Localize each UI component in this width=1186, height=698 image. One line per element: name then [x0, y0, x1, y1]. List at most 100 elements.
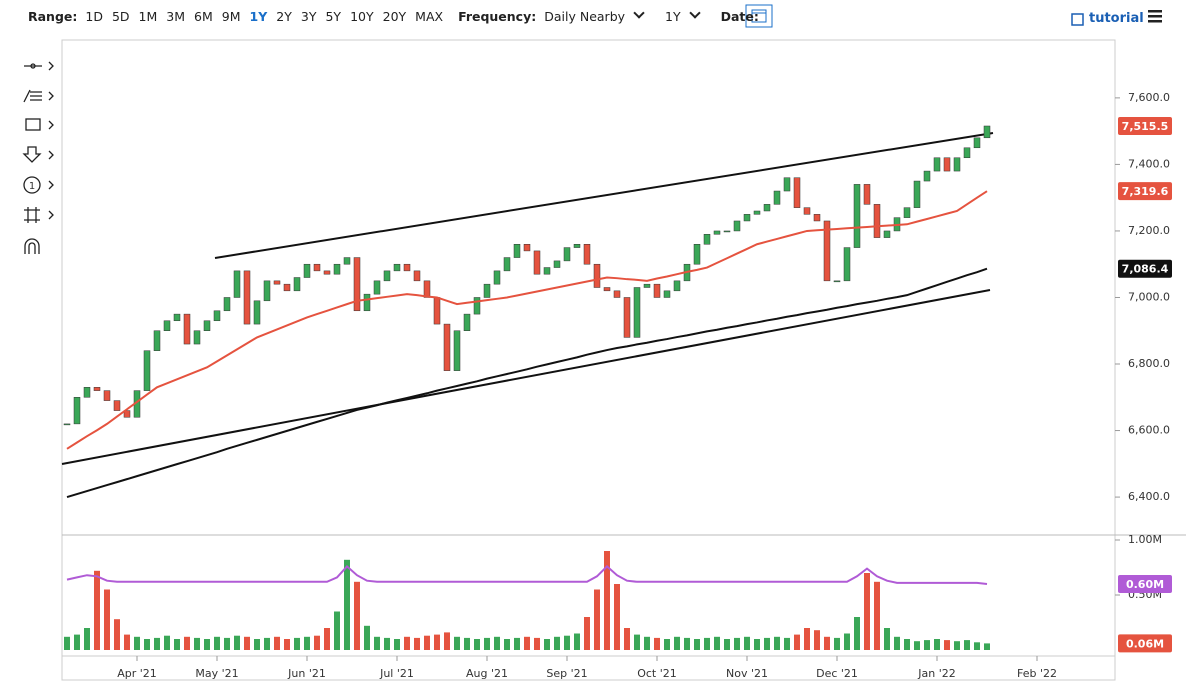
range-option[interactable]: 3M: [166, 8, 186, 24]
candle: [793, 177, 801, 208]
range-option[interactable]: 2Y: [276, 8, 292, 24]
volume-bar: [624, 628, 630, 650]
volume-bar: [224, 637, 230, 650]
calendar-icon[interactable]: [745, 4, 773, 28]
volume-bar: [794, 634, 800, 650]
range-option[interactable]: 9M: [221, 8, 241, 24]
candle: [513, 244, 521, 258]
tool-icon: 1: [29, 181, 35, 192]
volume-bar: [554, 636, 560, 650]
range-option[interactable]: 10Y: [350, 8, 374, 24]
volume-bar: [424, 635, 430, 650]
volume-bar: [444, 632, 450, 650]
range-option[interactable]: 20Y: [382, 8, 407, 24]
candle: [973, 137, 981, 149]
candle: [743, 214, 751, 222]
range-option[interactable]: 1M: [138, 8, 158, 24]
volume-bar: [704, 637, 710, 650]
x-tick-label: Dec '21: [816, 667, 858, 680]
volume-bar: [84, 628, 90, 650]
volume-bar: [784, 637, 790, 650]
y-tick-label: 7,000.0: [1128, 290, 1170, 303]
chart-frame: [61, 39, 1116, 681]
candle: [833, 280, 841, 283]
candle: [783, 177, 791, 192]
volume-bar: [874, 581, 880, 650]
volume-bar: [634, 634, 640, 650]
candle: [723, 230, 731, 233]
volume-bar: [374, 636, 380, 650]
frequency-select[interactable]: Daily Nearby: [544, 8, 626, 24]
candle: [443, 323, 451, 371]
volume-bar: [114, 619, 120, 650]
volume-bar: [294, 637, 300, 650]
candle: [953, 157, 961, 172]
range-option[interactable]: 6M: [194, 8, 213, 24]
candle: [393, 263, 401, 272]
volume-bar: [454, 636, 460, 650]
candle: [933, 157, 941, 172]
y-tick-label: 7,200.0: [1128, 224, 1170, 237]
volume-bar: [524, 636, 530, 650]
candle: [533, 250, 541, 275]
volume-bar: [654, 637, 660, 650]
candle: [243, 270, 251, 325]
candle: [293, 277, 301, 292]
y-tick-label: 1.00M: [1128, 533, 1162, 546]
tutorial-link[interactable]: tutorial: [1089, 11, 1144, 26]
range-option[interactable]: 5D: [111, 8, 130, 24]
volume-bar: [94, 570, 100, 650]
volume-bar: [264, 637, 270, 650]
volume-bar: [244, 636, 250, 650]
volume-bar: [494, 636, 500, 650]
volume-bar: [254, 639, 260, 650]
y-tick-label: 7,600.0: [1128, 91, 1170, 104]
volume-bar: [124, 634, 130, 650]
candle: [343, 257, 351, 265]
volume-bar: [404, 636, 410, 650]
candle: [593, 263, 601, 288]
range-option[interactable]: 5Y: [325, 8, 342, 24]
price-badge: 7,319.6: [1122, 185, 1169, 198]
candle: [403, 263, 411, 272]
range-option[interactable]: 1D: [85, 8, 103, 24]
candle: [263, 280, 271, 302]
candle: [843, 247, 851, 282]
candle: [283, 283, 291, 292]
drawing-tools[interactable]: [22, 61, 54, 254]
period-select[interactable]: 1Y: [665, 8, 681, 24]
candle: [463, 313, 471, 331]
candle: [313, 263, 321, 272]
range-option[interactable]: MAX: [415, 8, 444, 24]
price-badge: 7,086.4: [1122, 263, 1169, 276]
volume-bar: [544, 639, 550, 650]
candle: [253, 300, 261, 325]
toolbar: Range: 1D 5D 1M 3M 6M 9M 1Y 2Y 3Y 5Y 10Y 20Y MAX Fre…: [28, 6, 767, 26]
x-tick-label: Aug '21: [466, 667, 508, 680]
candle: [773, 190, 781, 205]
candle: [943, 157, 951, 172]
candle: [713, 230, 721, 235]
range-list: 1D 5D 1M 3M 6M 9M 1Y 2Y 3Y 5Y 10Y 20Y MAX: [85, 9, 452, 24]
range-option[interactable]: 3Y: [300, 8, 317, 24]
volume-bar: [384, 637, 390, 650]
volume-bar: [104, 589, 110, 650]
volume-bar: [334, 611, 340, 650]
candle: [823, 220, 831, 282]
candle: [473, 297, 481, 315]
candle: [333, 263, 341, 275]
volume-bar: [854, 617, 860, 650]
volume-bar: [754, 639, 760, 650]
candle: [633, 287, 641, 338]
candle: [93, 387, 101, 391]
range-option[interactable]: 1Y: [249, 8, 268, 24]
menu-icon[interactable]: [1148, 10, 1162, 23]
candle: [873, 204, 881, 238]
volume-bar: [964, 640, 970, 650]
volume-bar: [394, 639, 400, 650]
volume-bar: [684, 637, 690, 650]
volume-bar: [534, 637, 540, 650]
volume-bar: [984, 643, 990, 650]
